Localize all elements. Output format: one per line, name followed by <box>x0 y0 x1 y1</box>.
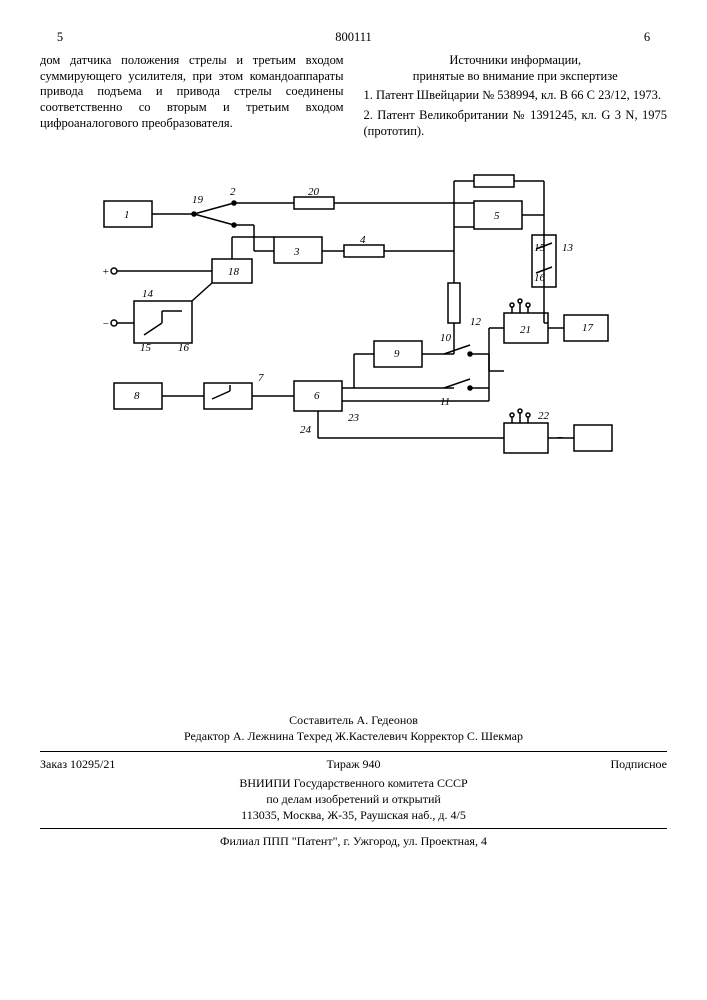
svg-text:12: 12 <box>470 316 482 328</box>
svg-text:13: 13 <box>562 242 574 254</box>
address-2: Филиал ППП "Патент", г. Ужгород, ул. Про… <box>40 834 667 850</box>
svg-text:15: 15 <box>140 342 152 354</box>
circuit-diagram: 1 2 3 4 5 6 7 8 9 10 11 12 13 14 15 15 1… <box>94 173 614 473</box>
svg-text:3: 3 <box>293 246 300 258</box>
svg-text:4: 4 <box>360 234 366 246</box>
divider <box>40 751 667 752</box>
sources-heading: Источники информации, принятые во вниман… <box>364 53 668 84</box>
svg-text:22: 22 <box>538 410 550 422</box>
svg-text:15: 15 <box>534 242 546 254</box>
svg-text:17: 17 <box>582 322 594 334</box>
svg-text:23: 23 <box>348 412 360 424</box>
document-number: 800111 <box>80 30 627 45</box>
footer: Составитель А. Гедеонов Редактор А. Лежн… <box>40 713 667 852</box>
org-line-1: ВНИИПИ Государственного комитета СССР <box>40 776 667 792</box>
compiler: Составитель А. Гедеонов <box>40 713 667 729</box>
svg-text:7: 7 <box>258 372 264 384</box>
subscription: Подписное <box>458 757 667 772</box>
svg-text:6: 6 <box>314 390 320 402</box>
svg-text:16: 16 <box>178 342 190 354</box>
col-number-right: 6 <box>627 30 667 45</box>
svg-text:+: + <box>102 266 109 278</box>
order-number: Заказ 10295/21 <box>40 757 249 772</box>
left-column: дом датчика положения стрелы и третьим в… <box>40 53 344 143</box>
org-line-2: по делам изобретений и открытий <box>40 792 667 808</box>
divider <box>40 828 667 829</box>
tirage: Тираж 940 <box>249 757 458 772</box>
svg-text:9: 9 <box>394 348 400 360</box>
svg-text:−: − <box>102 318 109 330</box>
svg-text:8: 8 <box>134 390 140 402</box>
svg-text:14: 14 <box>142 288 154 300</box>
right-column: Источники информации, принятые во вниман… <box>364 53 668 143</box>
address-1: 113035, Москва, Ж-35, Раушская наб., д. … <box>40 808 667 824</box>
svg-text:20: 20 <box>308 186 320 198</box>
col-number-left: 5 <box>40 30 80 45</box>
reference-2: 2. Патент Великобритании № 1391245, кл. … <box>364 108 668 139</box>
left-column-text: дом датчика положения стрелы и третьим в… <box>40 53 344 130</box>
svg-text:1: 1 <box>124 209 130 221</box>
reference-1: 1. Патент Швейцарии № 538994, кл. В 66 С… <box>364 88 668 104</box>
credits-row: Редактор А. Лежнина Техред Ж.Кастелевич … <box>40 729 667 745</box>
svg-text:21: 21 <box>520 324 531 336</box>
svg-text:18: 18 <box>228 266 240 278</box>
svg-text:5: 5 <box>494 210 500 222</box>
svg-text:16: 16 <box>534 272 546 284</box>
svg-text:19: 19 <box>192 194 204 206</box>
svg-text:2: 2 <box>230 186 236 198</box>
svg-text:−: − <box>556 432 563 444</box>
svg-text:24: 24 <box>300 424 312 436</box>
svg-text:10: 10 <box>440 332 452 344</box>
svg-text:11: 11 <box>440 396 450 408</box>
